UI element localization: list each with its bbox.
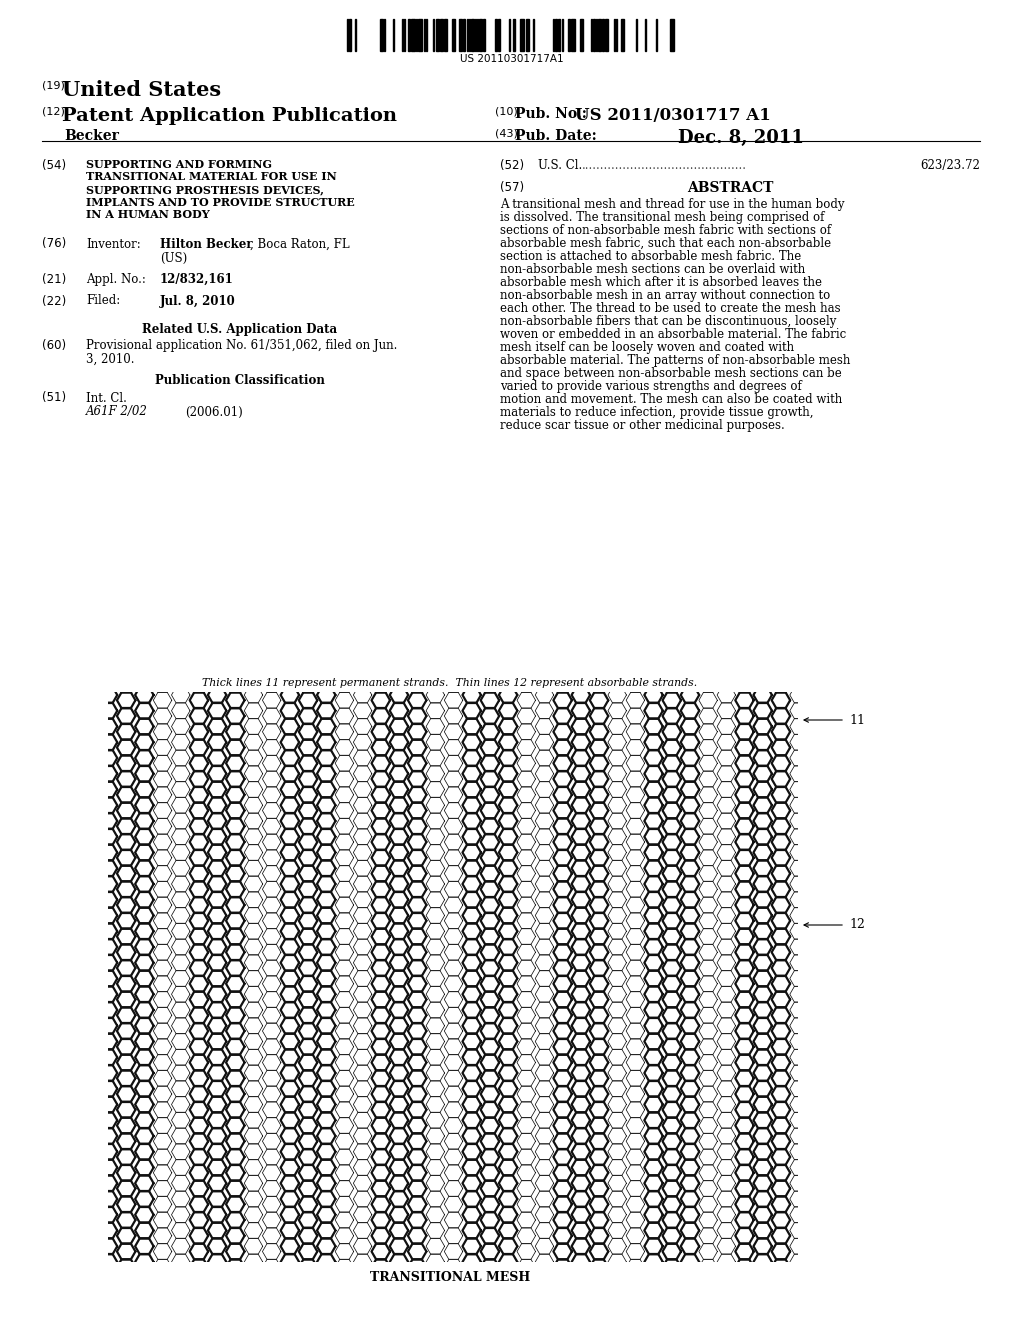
- Text: , Boca Raton, FL: , Boca Raton, FL: [250, 238, 349, 251]
- Bar: [452, 18, 455, 51]
- Text: is dissolved. The transitional mesh being comprised of: is dissolved. The transitional mesh bein…: [500, 211, 824, 224]
- Text: Provisional application No. 61/351,062, filed on Jun.: Provisional application No. 61/351,062, …: [86, 339, 397, 352]
- Text: Jul. 8, 2010: Jul. 8, 2010: [160, 294, 236, 308]
- Text: (51): (51): [42, 392, 67, 404]
- Text: absorbable material. The patterns of non-absorbable mesh: absorbable material. The patterns of non…: [500, 354, 850, 367]
- Text: Filed:: Filed:: [86, 294, 120, 308]
- Text: non-absorbable mesh sections can be overlaid with: non-absorbable mesh sections can be over…: [500, 263, 805, 276]
- Text: Int. Cl.: Int. Cl.: [86, 392, 127, 404]
- Text: Pub. No.:: Pub. No.:: [515, 107, 587, 121]
- Text: TRANSITIONAL MATERIAL FOR USE IN: TRANSITIONAL MATERIAL FOR USE IN: [86, 172, 337, 182]
- Text: A transitional mesh and thread for use in the human body: A transitional mesh and thread for use i…: [500, 198, 845, 211]
- Bar: [498, 18, 500, 51]
- Text: ABSTRACT: ABSTRACT: [687, 181, 773, 195]
- Bar: [380, 18, 383, 51]
- Text: section is attached to absorbable mesh fabric. The: section is attached to absorbable mesh f…: [500, 249, 801, 263]
- Bar: [526, 18, 529, 51]
- Text: Appl. No.:: Appl. No.:: [86, 272, 145, 285]
- Text: sections of non-absorbable mesh fabric with sections of: sections of non-absorbable mesh fabric w…: [500, 224, 831, 238]
- Text: motion and movement. The mesh can also be coated with: motion and movement. The mesh can also b…: [500, 393, 843, 407]
- Bar: [621, 18, 624, 51]
- Text: IMPLANTS AND TO PROVIDE STRUCTURE: IMPLANTS AND TO PROVIDE STRUCTURE: [86, 197, 354, 207]
- Bar: [520, 18, 524, 51]
- Bar: [418, 18, 422, 51]
- Text: (19): (19): [42, 81, 65, 90]
- Text: 12/832,161: 12/832,161: [160, 272, 233, 285]
- Bar: [571, 18, 575, 51]
- Bar: [408, 18, 410, 51]
- Text: mesh itself can be loosely woven and coated with: mesh itself can be loosely woven and coa…: [500, 341, 795, 354]
- Bar: [436, 18, 439, 51]
- Bar: [593, 18, 595, 51]
- Text: 623/23.72: 623/23.72: [921, 158, 980, 172]
- Text: woven or embedded in an absorbable material. The fabric: woven or embedded in an absorbable mater…: [500, 327, 846, 341]
- Text: (76): (76): [42, 238, 67, 251]
- Bar: [444, 18, 447, 51]
- Text: and space between non-absorbable mesh sections can be: and space between non-absorbable mesh se…: [500, 367, 842, 380]
- Bar: [598, 18, 601, 51]
- Bar: [568, 18, 570, 51]
- Text: absorbable mesh fabric, such that each non-absorbable: absorbable mesh fabric, such that each n…: [500, 238, 831, 249]
- Text: reduce scar tissue or other medicinal purposes.: reduce scar tissue or other medicinal pu…: [500, 418, 784, 432]
- Bar: [602, 18, 604, 51]
- Text: ............................................: ........................................…: [582, 158, 746, 172]
- Bar: [513, 18, 515, 51]
- Text: US 2011/0301717 A1: US 2011/0301717 A1: [575, 107, 771, 124]
- Text: materials to reduce infection, provide tissue growth,: materials to reduce infection, provide t…: [500, 407, 813, 418]
- Bar: [558, 18, 560, 51]
- Text: SUPPORTING AND FORMING: SUPPORTING AND FORMING: [86, 158, 272, 170]
- Bar: [605, 18, 608, 51]
- Text: non-absorbable fibers that can be discontinuous, loosely: non-absorbable fibers that can be discon…: [500, 315, 837, 327]
- Text: (54): (54): [42, 158, 67, 172]
- Text: US 20110301717A1: US 20110301717A1: [460, 54, 564, 63]
- Bar: [479, 18, 482, 51]
- Text: Thick lines 11 represent permanent strands.  Thin lines 12 represent absorbable : Thick lines 11 represent permanent stran…: [203, 678, 697, 688]
- Text: (60): (60): [42, 339, 67, 352]
- Bar: [459, 18, 462, 51]
- Text: 12: 12: [849, 919, 865, 932]
- Text: (US): (US): [160, 252, 187, 264]
- Bar: [555, 18, 557, 51]
- Text: (12): (12): [42, 107, 65, 117]
- Bar: [349, 18, 351, 51]
- Text: Patent Application Publication: Patent Application Publication: [62, 107, 397, 125]
- Text: Inventor:: Inventor:: [86, 238, 140, 251]
- Text: (52): (52): [500, 158, 524, 172]
- Bar: [471, 18, 474, 51]
- Text: (57): (57): [500, 181, 524, 194]
- Text: IN A HUMAN BODY: IN A HUMAN BODY: [86, 209, 210, 220]
- Text: Dec. 8, 2011: Dec. 8, 2011: [678, 129, 804, 147]
- Text: each other. The thread to be used to create the mesh has: each other. The thread to be used to cre…: [500, 302, 841, 315]
- Text: 3, 2010.: 3, 2010.: [86, 352, 134, 366]
- Text: U.S. Cl.: U.S. Cl.: [538, 158, 583, 172]
- Bar: [483, 18, 485, 51]
- Text: SUPPORTING PROSTHESIS DEVICES,: SUPPORTING PROSTHESIS DEVICES,: [86, 183, 324, 195]
- Text: varied to provide various strengths and degrees of: varied to provide various strengths and …: [500, 380, 802, 393]
- Text: (2006.01): (2006.01): [185, 405, 243, 418]
- Text: A61F 2/02: A61F 2/02: [86, 405, 147, 418]
- Text: (22): (22): [42, 294, 67, 308]
- Text: (43): (43): [495, 129, 518, 139]
- Text: (21): (21): [42, 272, 67, 285]
- Text: TRANSITIONAL MESH: TRANSITIONAL MESH: [370, 1271, 530, 1284]
- Text: Publication Classification: Publication Classification: [155, 375, 325, 388]
- Text: 11: 11: [849, 714, 865, 726]
- Text: Becker: Becker: [63, 129, 119, 143]
- Bar: [440, 18, 443, 51]
- Text: absorbable mesh which after it is absorbed leaves the: absorbable mesh which after it is absorb…: [500, 276, 822, 289]
- Bar: [463, 18, 465, 51]
- Bar: [495, 18, 497, 51]
- Bar: [411, 18, 415, 51]
- Text: Hilton Becker: Hilton Becker: [160, 238, 253, 251]
- Text: non-absorbable mesh in an array without connection to: non-absorbable mesh in an array without …: [500, 289, 830, 302]
- Bar: [670, 18, 674, 51]
- Text: (10): (10): [495, 107, 518, 117]
- Bar: [580, 18, 583, 51]
- Text: United States: United States: [62, 81, 221, 100]
- Text: Related U.S. Application Data: Related U.S. Application Data: [142, 322, 338, 335]
- Text: Pub. Date:: Pub. Date:: [515, 129, 597, 143]
